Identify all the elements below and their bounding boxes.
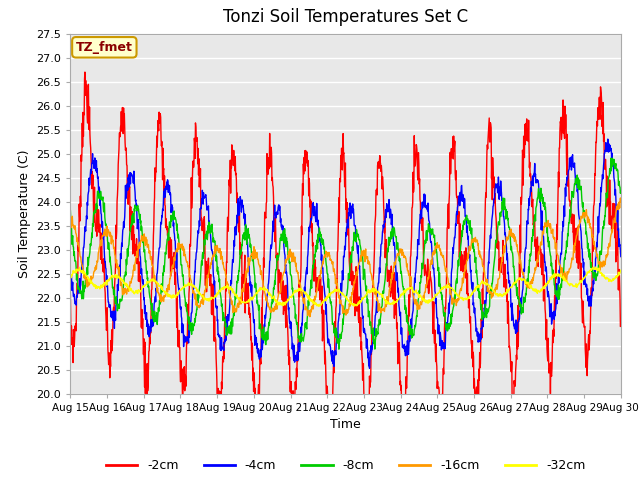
Title: Tonzi Soil Temperatures Set C: Tonzi Soil Temperatures Set C xyxy=(223,9,468,26)
Y-axis label: Soil Temperature (C): Soil Temperature (C) xyxy=(18,149,31,278)
Legend: -2cm, -4cm, -8cm, -16cm, -32cm: -2cm, -4cm, -8cm, -16cm, -32cm xyxy=(100,455,591,477)
X-axis label: Time: Time xyxy=(330,418,361,431)
Text: TZ_fmet: TZ_fmet xyxy=(76,41,132,54)
